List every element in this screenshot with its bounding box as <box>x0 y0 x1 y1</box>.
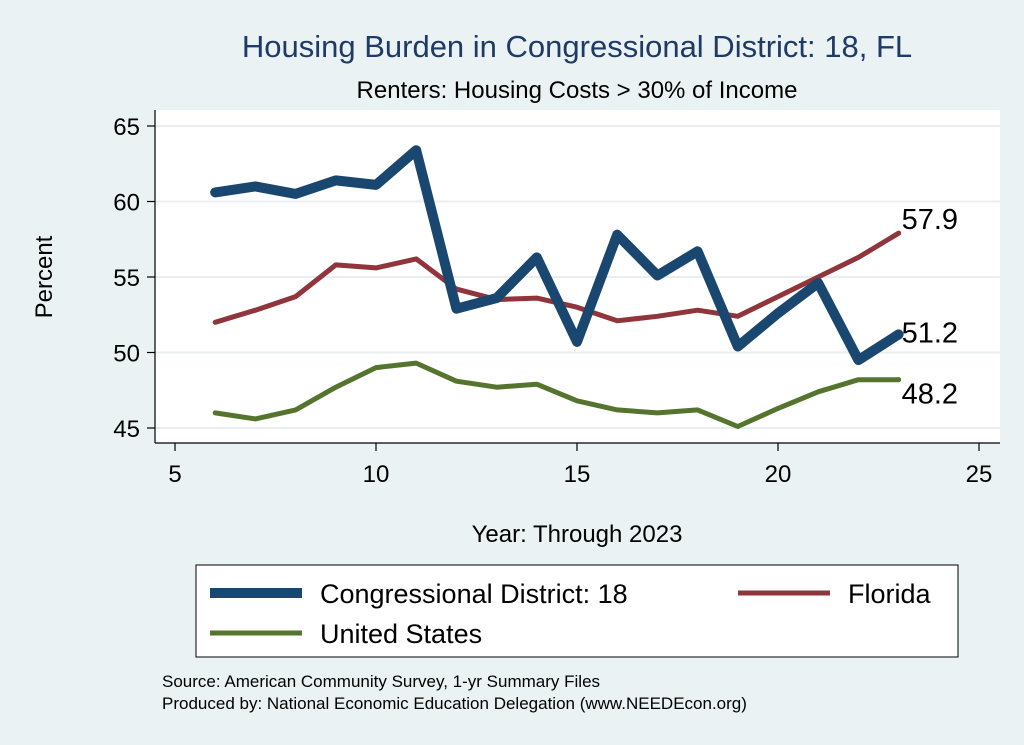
x-tick-label-2: 15 <box>564 461 591 488</box>
series-end-point-0 <box>896 331 902 337</box>
x-axis-label: Year: Through 2023 <box>472 521 683 548</box>
x-tick-label-0: 5 <box>168 461 181 488</box>
chart-title: Housing Burden in Congressional District… <box>242 29 912 64</box>
producer-note: Produced by: National Economic Education… <box>162 694 747 713</box>
x-tick-label-3: 20 <box>765 461 792 488</box>
legend: Congressional District: 18 Florida United … <box>210 579 932 649</box>
series-end-point-2 <box>896 377 902 383</box>
y-tick-label-2: 55 <box>113 265 140 292</box>
y-axis-label: Percent <box>31 235 58 318</box>
x-axis-ticks: 5 10 15 20 25 <box>168 443 992 488</box>
series-group <box>210 145 904 429</box>
x-tick-label-1: 10 <box>363 461 390 488</box>
y-axis-ticks: 45 50 55 60 65 <box>113 114 155 443</box>
y-tick-label-3: 60 <box>113 190 140 217</box>
source-note: Source: American Community Survey, 1-yr … <box>162 672 600 691</box>
legend-label-0: Congressional District: 18 <box>320 579 628 609</box>
series-line-2 <box>212 360 902 429</box>
chart-subtitle: Renters: Housing Costs > 30% of Income <box>357 77 798 104</box>
legend-box <box>195 564 959 658</box>
legend-label-1: Florida <box>848 579 932 609</box>
x-tick-label-4: 25 <box>966 461 993 488</box>
y-tick-label-1: 50 <box>113 341 140 368</box>
legend-label-2: United States <box>320 619 482 649</box>
y-tick-label-4: 65 <box>113 114 140 141</box>
end-label-2: 48.2 <box>902 379 958 411</box>
end-label-0: 51.2 <box>902 317 958 349</box>
series-line-0 <box>210 145 904 366</box>
y-tick-label-0: 45 <box>113 416 140 443</box>
end-label-1: 57.9 <box>902 204 958 236</box>
end-labels: 51.2 57.9 48.2 <box>902 204 958 410</box>
series-end-point-1 <box>896 230 902 236</box>
gridlines <box>155 125 1000 429</box>
